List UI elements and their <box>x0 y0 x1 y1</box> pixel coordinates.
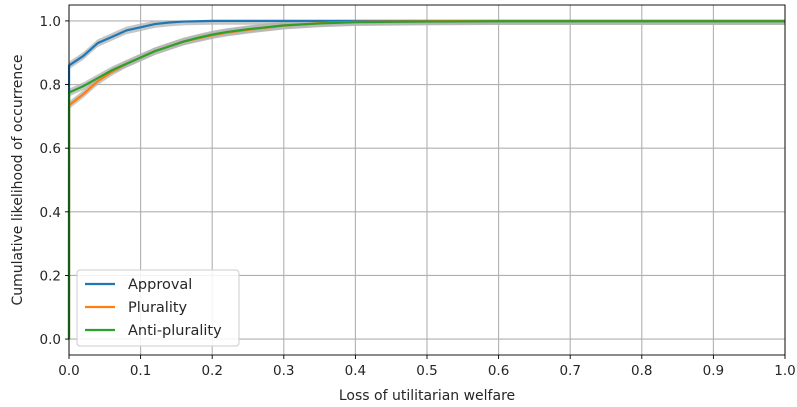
y-axis-title: Cumulative likelihood of occurrence <box>10 54 26 305</box>
series-line <box>67 20 785 340</box>
y-tick-label: 0.6 <box>40 141 61 157</box>
x-tick-label: 0.2 <box>201 363 222 379</box>
x-tick-label: 0.7 <box>559 363 580 379</box>
y-tick-label: 0.2 <box>40 268 61 284</box>
legend: Approval Plurality Anti-plurality <box>76 269 240 347</box>
y-tick-label: 0.8 <box>40 78 61 94</box>
x-tick-label: 0.8 <box>631 363 652 379</box>
y-tick-label: 0.0 <box>40 332 61 348</box>
x-axis-title: Loss of utilitarian welfare <box>339 388 515 404</box>
y-tick-label: 0.4 <box>40 205 61 221</box>
x-tick-label: 1.0 <box>774 363 795 379</box>
x-tick-label: 0.9 <box>703 363 724 379</box>
legend-label: Anti-plurality <box>128 323 222 339</box>
legend-label: Plurality <box>128 300 188 316</box>
legend-box <box>76 269 240 347</box>
x-tick-label: 0.6 <box>488 363 509 379</box>
x-tick-label: 0.5 <box>416 363 437 379</box>
y-axis-ticks: 0.0 0.2 0.4 0.6 0.8 1.0 <box>40 14 69 348</box>
y-tick-label: 1.0 <box>40 14 61 30</box>
x-tick-label: 0.4 <box>345 363 366 379</box>
x-tick-label: 0.3 <box>273 363 294 379</box>
x-tick-label: 0.1 <box>130 363 151 379</box>
series-lines <box>67 19 785 340</box>
x-axis-ticks: 0.0 0.1 0.2 0.3 0.4 0.5 0.6 0.7 0.8 0.9 1.0 <box>58 355 796 379</box>
x-tick-label: 0.0 <box>58 363 79 379</box>
legend-label: Approval <box>128 277 192 293</box>
